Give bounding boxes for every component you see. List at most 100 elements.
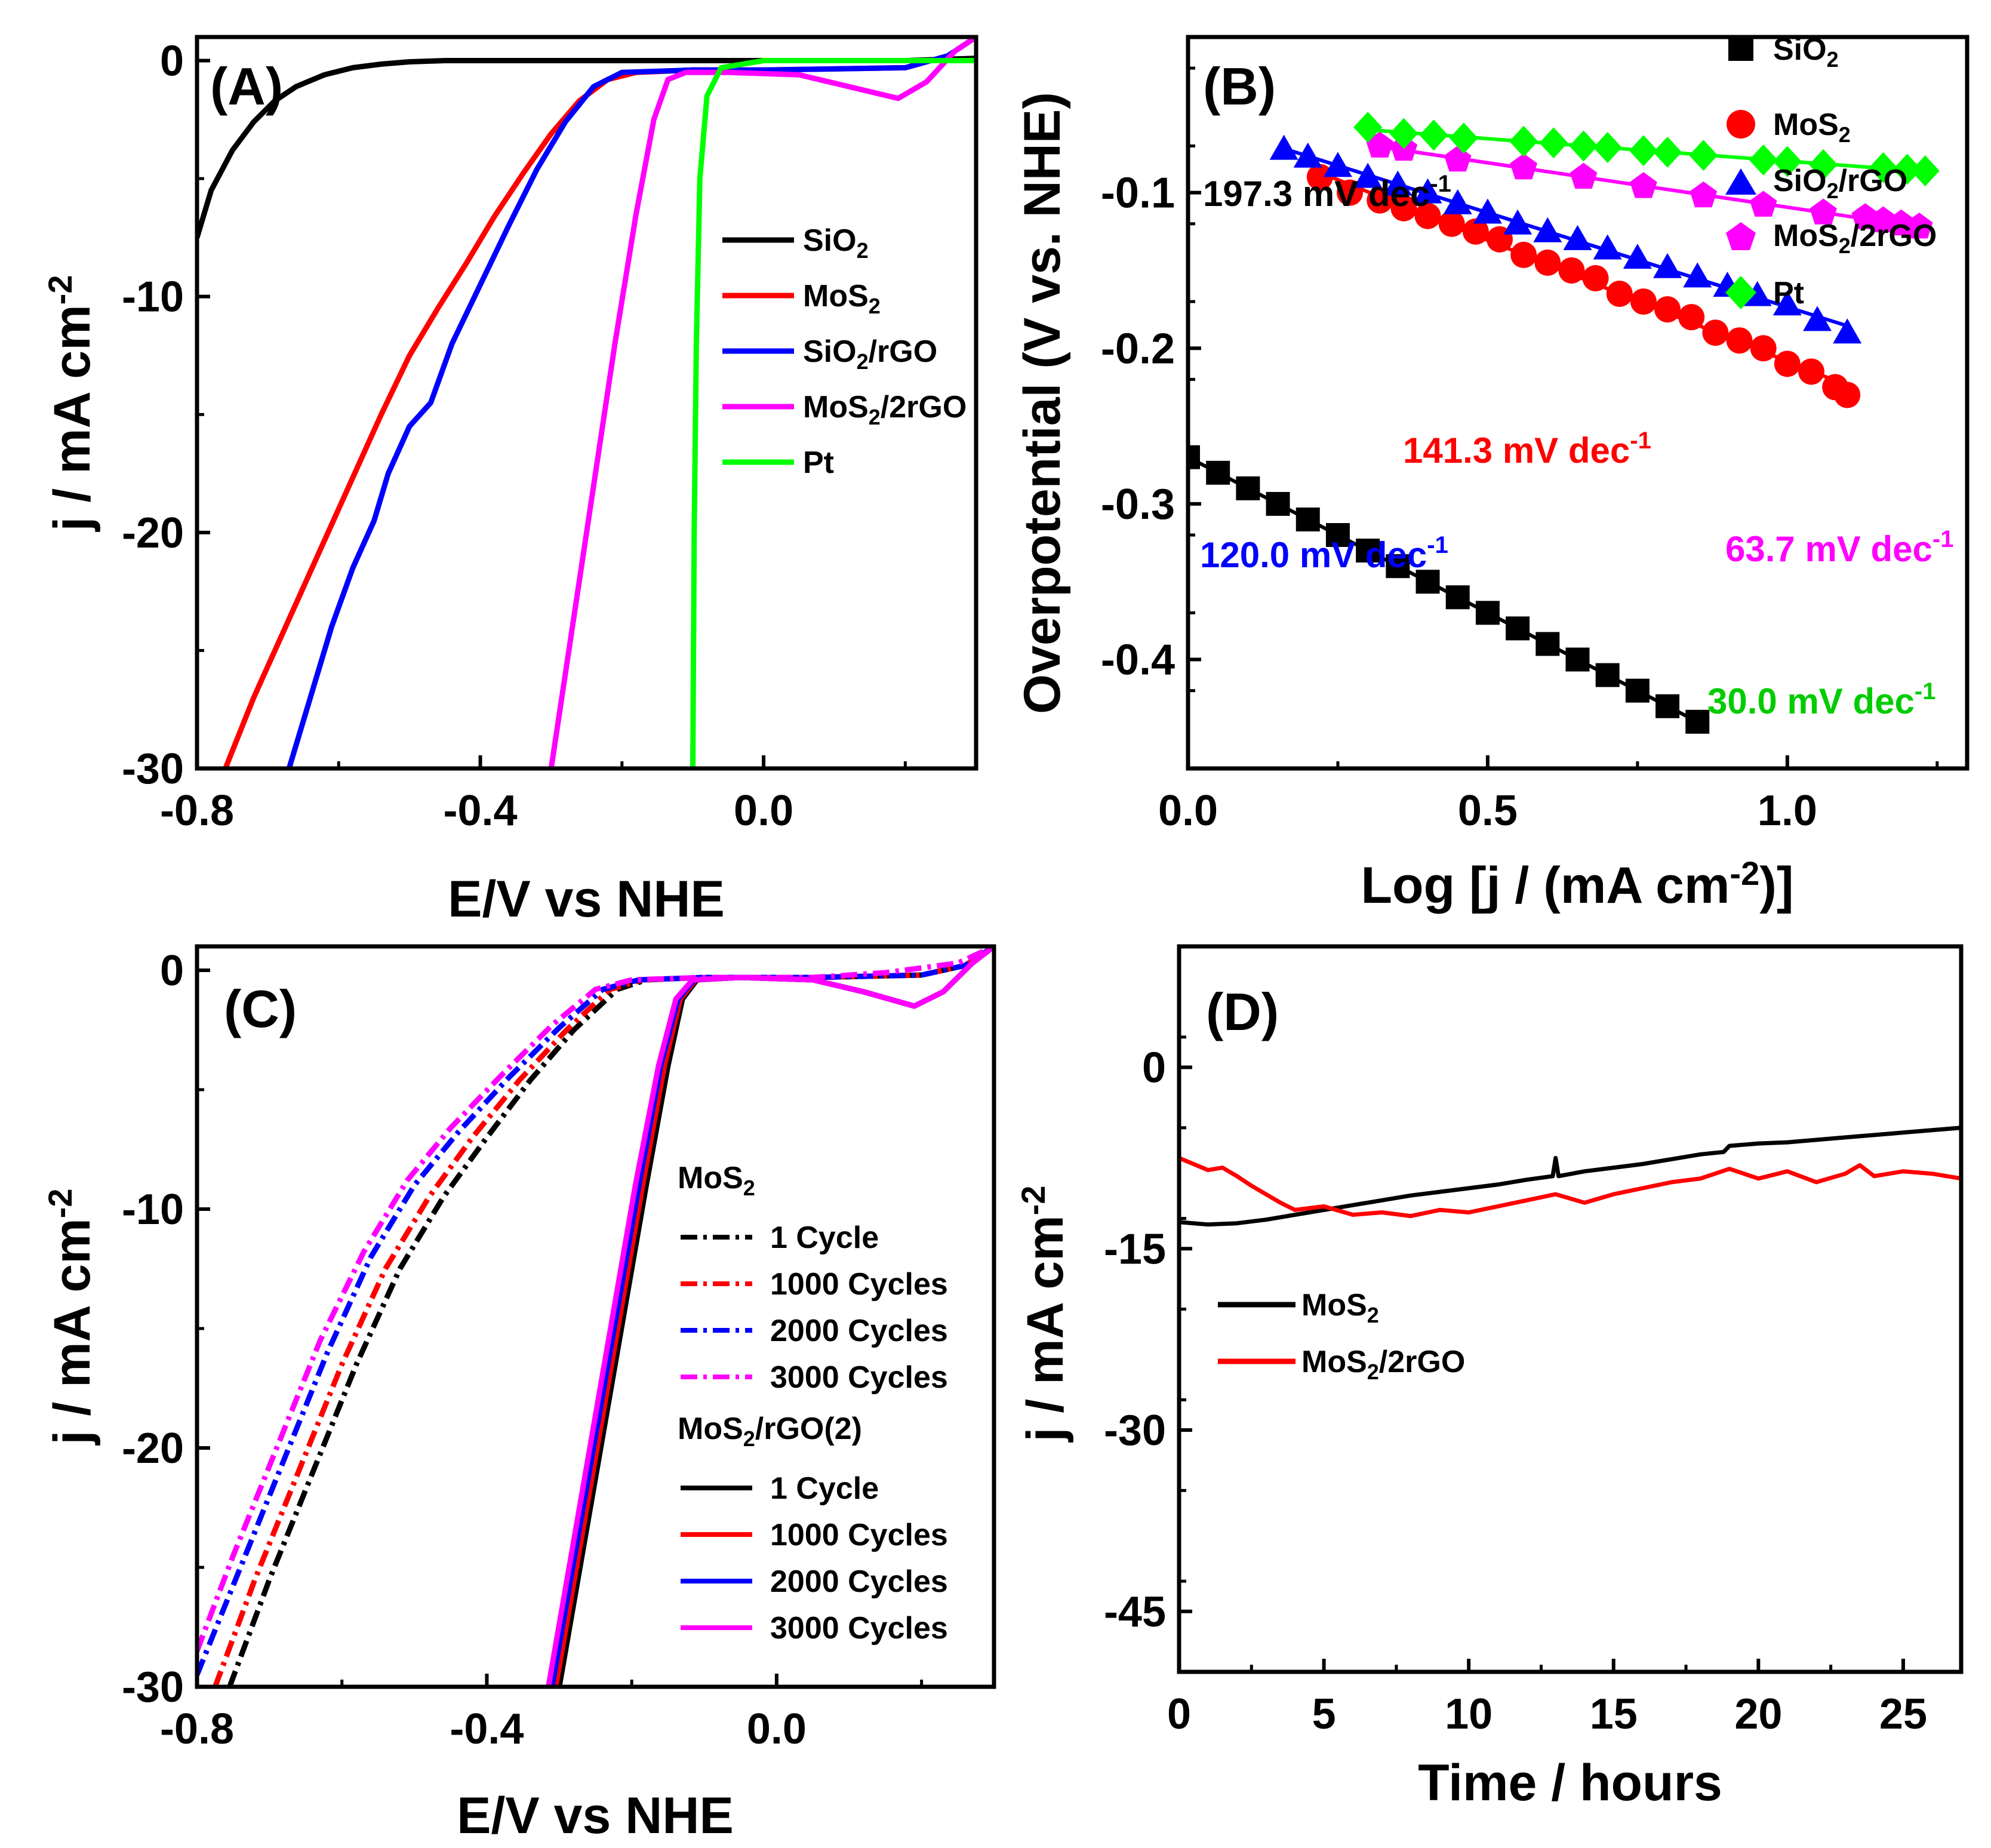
series-pt-point <box>1509 125 1538 157</box>
x-tick-label: 25 <box>1879 1690 1927 1738</box>
x-tick-label: 5 <box>1312 1690 1336 1738</box>
series-pt-point <box>1593 132 1622 164</box>
y-tick-label: -0.2 <box>1101 325 1175 373</box>
legend-group-title-mos2: MoS2 <box>678 1161 755 1200</box>
series-sio2-point <box>1535 632 1560 656</box>
series-mos2-point <box>1726 327 1753 354</box>
series-mos2-point <box>1414 202 1441 229</box>
series-sio2-point <box>1565 647 1590 672</box>
series-mos2-line <box>1179 1126 1961 1227</box>
series-mos2-2rgo-point <box>1690 181 1718 208</box>
series-pt-point <box>1653 136 1682 168</box>
series-mos2-point <box>1630 288 1657 315</box>
series-sio2-rgo-point <box>1772 290 1802 316</box>
panel-d: 0 5 10 15 20 25 0 -15 -30 -45 (D) Time / hours j … <box>1014 944 1964 1812</box>
series-mos2-point <box>1654 296 1681 323</box>
series-pt-point <box>1353 112 1383 143</box>
series-sio2-rgo-point <box>1683 262 1712 288</box>
plot-frame-a <box>195 35 978 771</box>
legend-label-mos2: MoS2 <box>1301 1288 1379 1327</box>
series-sio2-rgo-point <box>1353 162 1383 188</box>
series-pt-point <box>1629 135 1658 167</box>
legend-label-sio2-rgo: SiO2/rGO <box>1773 164 1907 203</box>
series-pt-point <box>1569 130 1598 162</box>
x-axis-title-a: E/V vs NHE <box>448 871 725 928</box>
series-pt-point <box>1892 153 1922 185</box>
y-tick-label: -15 <box>1104 1225 1166 1273</box>
slope-label-mos2-2rgo: 63.7 mV dec-1 <box>1725 526 1953 569</box>
x-tick-label: -0.8 <box>160 1705 234 1753</box>
legend-label-mos2-2000: 2000 Cycles <box>770 1314 948 1348</box>
legend-label-mos2-2rgo: MoS2/2rGO <box>1773 219 1937 258</box>
legend-label-pt: Pt <box>803 445 834 480</box>
panel-a: -0.8 -0.4 0.0 0 -10 -20 -30 (A) E/V vs NHE j /… <box>41 35 978 928</box>
x-axis-title-b: Log [j / (mA cm-2)] <box>1361 854 1794 914</box>
panel-label-a: (A) <box>210 57 283 116</box>
y-axis-title-a: j / mA cm-2 <box>41 275 101 533</box>
panel-b: 0.0 0.5 1.0 -0.4 -0.3 -0.2 -0.1 (B) Log [j / (… <box>1014 32 1970 914</box>
legend-marker-sio2 <box>1728 36 1753 61</box>
legend-group-title-mos2-rgo: MoS2/rGO(2) <box>678 1412 862 1451</box>
series-mos2-point <box>1534 249 1561 276</box>
slope-label-sio2-rgo: 120.0 mV dec-1 <box>1200 532 1448 575</box>
legend-c: MoS2 1 Cycle 1000 Cycles 2000 Cycles 300… <box>678 1161 948 1646</box>
x-tick-label: 0.5 <box>1458 787 1518 835</box>
panel-label-d: (D) <box>1206 982 1279 1041</box>
series-mos2-point <box>1750 335 1777 362</box>
x-axis-title-d: Time / hours <box>1418 1754 1722 1812</box>
x-tick-label: 0.0 <box>734 787 793 835</box>
series-sio2-rgo-point <box>1743 281 1772 306</box>
series-mos2-2rgo-point <box>1749 190 1777 217</box>
slope-label-mos2: 141.3 mV dec-1 <box>1403 428 1651 471</box>
series-sio2-rgo-point <box>1383 170 1413 196</box>
y-tick-label: 0 <box>160 947 184 995</box>
y-tick-label: -10 <box>122 273 184 321</box>
series-sio2-point <box>1386 554 1410 579</box>
series-mos2-1-cycle-line <box>227 946 994 1687</box>
series-mos2-2rgo-line <box>1179 1156 1961 1219</box>
series-mos2-2rgo-line <box>548 37 976 768</box>
legend-label-mos2: MoS2 <box>1773 107 1851 147</box>
series-mos2-point <box>1390 195 1417 222</box>
series-sio2-point <box>1415 570 1440 594</box>
x-tick-label: -0.4 <box>444 787 518 835</box>
series-sio2-line <box>197 56 976 239</box>
x-tick-label: 10 <box>1445 1690 1493 1738</box>
series-mos2-2rgo-point <box>1510 153 1537 180</box>
slope-label-sio2: 197.3 mV dec-1 <box>1203 171 1451 214</box>
legend-label-sio2-rgo: SiO2/rGO <box>803 334 937 374</box>
x-tick-label: 0 <box>1167 1690 1191 1738</box>
legend-label-mos2-1000: 1000 Cycles <box>770 1267 948 1302</box>
legend-label-rgo-1000: 1000 Cycles <box>770 1518 948 1552</box>
series-sio2-point <box>1625 678 1650 703</box>
series-sio2-rgo-point <box>1833 318 1862 344</box>
plot-frame-b <box>1186 35 1970 771</box>
legend-a: SiO2 MoS2 SiO2/rGO MoS2/2rGO Pt <box>722 223 967 480</box>
series-sio2-point <box>1325 523 1350 548</box>
series-sio2-rgo-point <box>1269 134 1298 160</box>
y-tick-label: -45 <box>1104 1588 1166 1636</box>
series-sio2-rgo-point <box>1653 253 1682 278</box>
x-tick-label: -0.8 <box>160 787 234 835</box>
x-tick-label: 1.0 <box>1758 787 1817 835</box>
series-sio2-rgo-point <box>1593 234 1622 260</box>
legend-marker-sio2-rgo <box>1725 168 1756 195</box>
y-tick-label: -0.1 <box>1101 170 1175 217</box>
x-tick-label: -0.4 <box>450 1705 524 1753</box>
series-sio2-point <box>1506 616 1530 641</box>
series-mos2-rgo-2-3000-cycles-line <box>546 946 994 1687</box>
y-tick-label: -30 <box>1104 1407 1166 1455</box>
x-tick-label: 20 <box>1734 1690 1782 1738</box>
series-sio2-rgo-point <box>1623 244 1652 269</box>
legend-label-mos2-1: 1 Cycle <box>770 1220 879 1255</box>
series-mos2-point <box>1438 210 1465 237</box>
series-pt-point <box>1749 144 1778 176</box>
series-mos2-2000-cycles-line <box>197 946 994 1676</box>
legend-label-mos2-2rgo: MoS2/2rGO <box>1301 1345 1465 1384</box>
series-sio2-point <box>1685 709 1710 734</box>
series-sio2-point <box>1295 507 1320 531</box>
series-mos2-2rgo-point <box>1810 198 1837 225</box>
series-mos2-point <box>1798 358 1824 385</box>
series-sio2-rgo-point <box>1293 142 1322 168</box>
